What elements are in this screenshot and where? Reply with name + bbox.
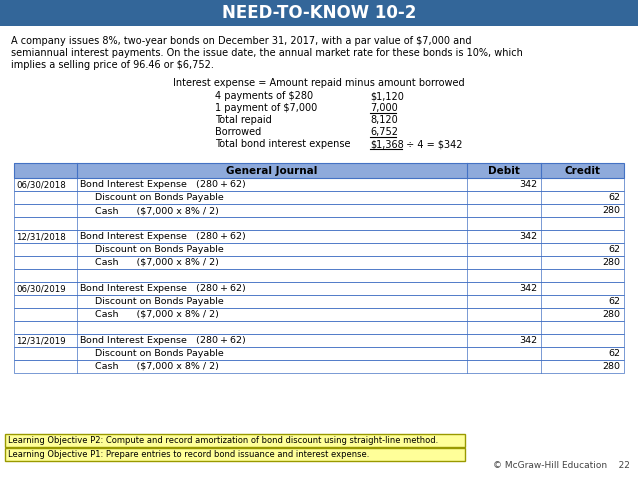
Bar <box>14 347 624 360</box>
Text: Credit: Credit <box>565 166 600 175</box>
Text: implies a selling price of 96.46 or $6,752.: implies a selling price of 96.46 or $6,7… <box>11 60 214 70</box>
Text: Borrowed: Borrowed <box>215 127 261 137</box>
Bar <box>14 321 624 334</box>
Text: 342: 342 <box>519 284 537 293</box>
Bar <box>14 282 624 295</box>
Bar <box>14 243 624 256</box>
Text: 6,752: 6,752 <box>370 127 398 137</box>
Text: Cash      ($7,000 x 8% / 2): Cash ($7,000 x 8% / 2) <box>95 206 219 215</box>
Text: Cash      ($7,000 x 8% / 2): Cash ($7,000 x 8% / 2) <box>95 258 219 267</box>
Text: 280: 280 <box>602 206 620 215</box>
Bar <box>14 308 624 321</box>
Text: 06/30/2018: 06/30/2018 <box>16 180 66 189</box>
Text: $1,368: $1,368 <box>370 139 404 149</box>
Bar <box>5 434 465 447</box>
Text: 12/31/2018: 12/31/2018 <box>16 232 66 241</box>
Text: 62: 62 <box>608 297 620 306</box>
Bar <box>14 204 624 217</box>
Bar <box>14 191 624 204</box>
Text: © McGraw-Hill Education    22: © McGraw-Hill Education 22 <box>493 460 630 469</box>
Bar <box>14 334 624 347</box>
Text: A company issues 8%, two-year bonds on December 31, 2017, with a par value of $7: A company issues 8%, two-year bonds on D… <box>11 36 471 46</box>
Bar <box>0 0 638 26</box>
Text: Debit: Debit <box>488 166 520 175</box>
Text: 342: 342 <box>519 232 537 241</box>
Bar <box>14 360 624 373</box>
Text: 12/31/2019: 12/31/2019 <box>16 336 66 345</box>
Bar <box>14 163 624 178</box>
Text: 62: 62 <box>608 349 620 358</box>
Text: 280: 280 <box>602 362 620 371</box>
Text: Bond Interest Expense   ($280 + $62): Bond Interest Expense ($280 + $62) <box>79 230 246 243</box>
Text: 280: 280 <box>602 258 620 267</box>
Text: Bond Interest Expense   ($280 + $62): Bond Interest Expense ($280 + $62) <box>79 178 246 191</box>
Bar <box>14 178 624 191</box>
Bar <box>5 448 465 461</box>
Text: $1,120: $1,120 <box>370 91 404 101</box>
Text: 4 payments of $280: 4 payments of $280 <box>215 91 313 101</box>
Text: 06/30/2019: 06/30/2019 <box>16 284 66 293</box>
Bar <box>14 230 624 243</box>
Text: General Journal: General Journal <box>226 166 318 175</box>
Bar <box>14 269 624 282</box>
Text: 62: 62 <box>608 245 620 254</box>
Text: Bond Interest Expense   ($280 + $62): Bond Interest Expense ($280 + $62) <box>79 282 246 295</box>
Text: 342: 342 <box>519 180 537 189</box>
Text: 280: 280 <box>602 310 620 319</box>
Text: semiannual interest payments. On the issue date, the annual market rate for thes: semiannual interest payments. On the iss… <box>11 48 523 58</box>
Bar <box>14 217 624 230</box>
Text: ÷ 4 = $342: ÷ 4 = $342 <box>403 139 463 149</box>
Bar <box>14 163 624 178</box>
Text: Cash      ($7,000 x 8% / 2): Cash ($7,000 x 8% / 2) <box>95 362 219 371</box>
Text: Learning Objective P2: Compute and record amortization of bond discount using st: Learning Objective P2: Compute and recor… <box>8 436 438 445</box>
Text: Cash      ($7,000 x 8% / 2): Cash ($7,000 x 8% / 2) <box>95 310 219 319</box>
Text: 342: 342 <box>519 336 537 345</box>
Text: Discount on Bonds Payable: Discount on Bonds Payable <box>95 245 224 254</box>
Text: 7,000: 7,000 <box>370 103 397 113</box>
Text: 8,120: 8,120 <box>370 115 397 125</box>
Text: Discount on Bonds Payable: Discount on Bonds Payable <box>95 297 224 306</box>
Text: Bond Interest Expense   ($280 + $62): Bond Interest Expense ($280 + $62) <box>79 334 246 347</box>
Bar <box>14 295 624 308</box>
Text: Discount on Bonds Payable: Discount on Bonds Payable <box>95 349 224 358</box>
Bar <box>14 256 624 269</box>
Text: Total repaid: Total repaid <box>215 115 272 125</box>
Text: Total bond interest expense: Total bond interest expense <box>215 139 350 149</box>
Text: 62: 62 <box>608 193 620 202</box>
Text: NEED-TO-KNOW 10-2: NEED-TO-KNOW 10-2 <box>222 4 416 22</box>
Text: Interest expense = Amount repaid minus amount borrowed: Interest expense = Amount repaid minus a… <box>173 78 465 88</box>
Text: Learning Objective P1: Prepare entries to record bond issuance and interest expe: Learning Objective P1: Prepare entries t… <box>8 450 369 459</box>
Text: Discount on Bonds Payable: Discount on Bonds Payable <box>95 193 224 202</box>
Text: 1 payment of $7,000: 1 payment of $7,000 <box>215 103 317 113</box>
